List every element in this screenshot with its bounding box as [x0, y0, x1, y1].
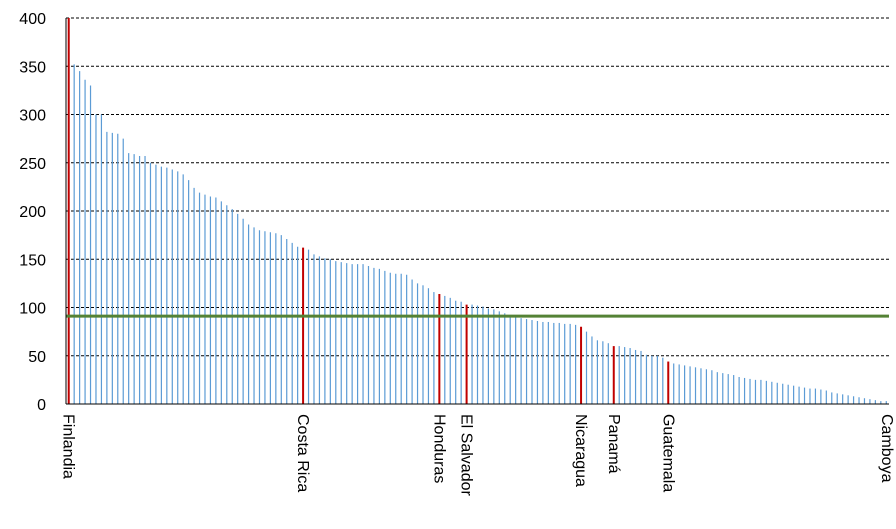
x-tick-label: Camboya	[878, 414, 895, 483]
x-axis: Finlandia Costa Rica Honduras El Salvador Ni…	[60, 18, 895, 496]
y-tick-label: 300	[19, 108, 46, 125]
x-tick-label: Honduras	[430, 414, 447, 483]
x-tick-label: El Salvador	[458, 414, 475, 496]
y-axis: 0 50 100 150 200 250 300 350 400	[19, 11, 46, 414]
x-tick-label: Costa Rica	[294, 414, 311, 492]
bars	[67, 18, 887, 404]
x-tick-label: Panamá	[605, 414, 622, 474]
y-tick-label: 150	[19, 252, 46, 269]
y-tick-label: 400	[19, 11, 46, 28]
x-tick-label: Nicaragua	[572, 414, 589, 487]
y-tick-label: 350	[19, 59, 46, 76]
gridlines	[66, 17, 889, 357]
x-tick-label: Finlandia	[60, 414, 77, 479]
y-tick-label: 100	[19, 301, 46, 318]
y-tick-label: 50	[28, 349, 46, 366]
y-tick-label: 0	[37, 397, 46, 414]
y-tick-label: 250	[19, 156, 46, 173]
y-tick-label: 200	[19, 204, 46, 221]
x-tick-label: Guatemala	[659, 414, 676, 492]
